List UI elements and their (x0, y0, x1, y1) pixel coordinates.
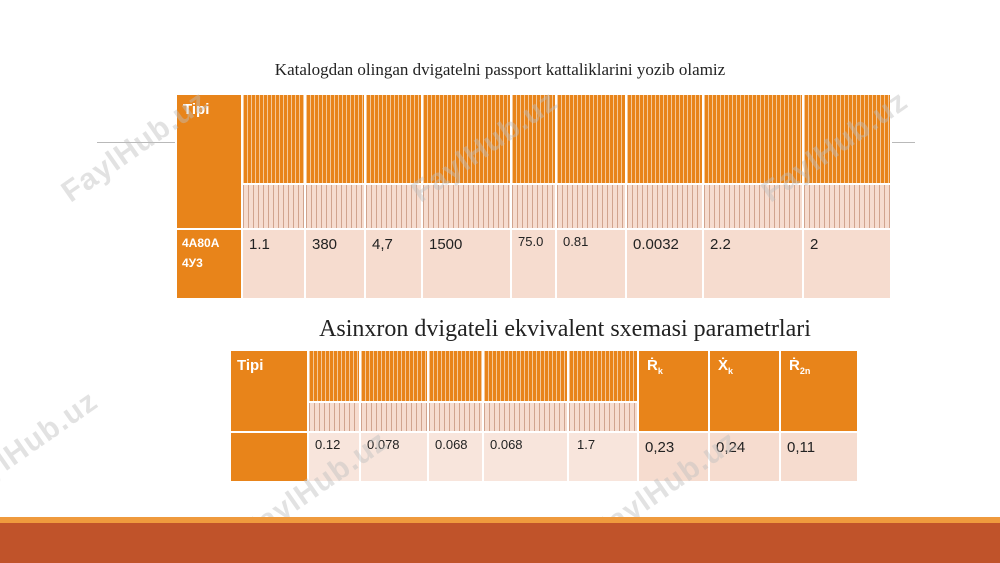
param-header-cell (567, 349, 639, 403)
tipi-header: Tipi (237, 357, 264, 374)
value-cell: 0,24 (708, 431, 781, 483)
value-cell: 0,11 (779, 431, 859, 483)
symbol-rk: Ṙk (647, 357, 663, 376)
equivalent-circuit-table: Tipi Ṙk Ẋk Ṙ2n 0.12 0.078 0.068 0.068 1.… (229, 349, 859, 483)
value-xk: 0,24 (716, 439, 746, 456)
param-subheader-cell (802, 183, 892, 230)
value-cell: 0.078 (359, 431, 429, 483)
symbol-xk: Ẋk (718, 357, 734, 376)
param-header-cell (241, 93, 306, 185)
value-cell: 1500 (421, 228, 512, 300)
value-power: 1.1 (249, 236, 270, 253)
param-header-cell (421, 93, 512, 185)
param-header-cell (304, 93, 366, 185)
param-subheader-cell (482, 401, 569, 433)
footer-accent-bar (0, 517, 1000, 523)
symbol-header-cell: Ṙ2n (779, 349, 859, 433)
value-cell: 75.0 (510, 228, 557, 300)
value-cell: 1.1 (241, 228, 306, 300)
value-ratio-2: 2 (810, 236, 819, 253)
param-subheader-cell (510, 183, 557, 230)
value-cos-phi: 0.81 (563, 234, 589, 249)
catalog-title: Katalogdan olingan dvigatelni passport k… (274, 60, 726, 79)
param-subheader-cell (304, 183, 366, 230)
value-ratio-1: 2.2 (710, 236, 731, 253)
divider-right (888, 142, 915, 143)
param-subheader-cell (555, 183, 627, 230)
param-header-cell (702, 93, 804, 185)
param-header-cell (307, 349, 361, 403)
param-header-cell (427, 349, 484, 403)
value-cell: 2.2 (702, 228, 804, 300)
param-subheader-cell (421, 183, 512, 230)
divider-left (97, 142, 177, 143)
tipi-header-cell: Tipi (229, 349, 309, 433)
value-cell: 0.81 (555, 228, 627, 300)
symbol-header-cell: Ẋk (708, 349, 781, 433)
value-x1: 0.078 (367, 437, 400, 452)
value-r2n: 0,11 (787, 439, 816, 456)
value-cell: 2 (802, 228, 892, 300)
value-cell: 0.12 (307, 431, 361, 483)
symbol-r2n: Ṙ2n (789, 357, 811, 376)
value-cell: 1.7 (567, 431, 639, 483)
param-header-cell (555, 93, 627, 185)
param-subheader-cell (364, 183, 423, 230)
param-subheader-cell (307, 401, 361, 433)
value-cell: 380 (304, 228, 366, 300)
motor-type-cell (229, 431, 309, 483)
value-r1: 0.12 (315, 437, 341, 452)
value-xm: 1.7 (577, 437, 596, 452)
value-cell: 0.068 (427, 431, 484, 483)
param-subheader-cell (567, 401, 639, 433)
param-header-cell (482, 349, 569, 403)
value-speed: 1500 (429, 236, 463, 253)
param-subheader-cell (241, 183, 306, 230)
value-cell: 0,23 (637, 431, 710, 483)
param-header-cell (802, 93, 892, 185)
param-subheader-cell (625, 183, 704, 230)
value-rk: 0,23 (645, 439, 675, 456)
footer-bar (0, 523, 1000, 563)
value-inertia: 0.0032 (633, 236, 679, 253)
param-subheader-cell (427, 401, 484, 433)
tipi-header-cell: Tipi (175, 93, 243, 230)
param-header-cell (625, 93, 704, 185)
value-cell: 0.068 (482, 431, 569, 483)
value-r2: 0.068 (435, 437, 468, 452)
param-header-cell (359, 349, 429, 403)
symbol-header-cell: Ṙk (637, 349, 710, 433)
passport-table: Tipi 4A80A 4У3 1.1 380 4,7 1500 75.0 0.8… (175, 93, 892, 300)
param-subheader-cell (359, 401, 429, 433)
param-subheader-cell (702, 183, 804, 230)
value-voltage: 380 (312, 236, 338, 253)
value-x2: 0.068 (490, 437, 523, 452)
value-cell: 4,7 (364, 228, 423, 300)
value-cell: 0.0032 (625, 228, 704, 300)
tipi-header: Tipi (183, 101, 210, 118)
value-efficiency: 75.0 (518, 234, 544, 249)
param-header-cell (510, 93, 557, 185)
motor-type: 4A80A 4У3 (182, 236, 219, 270)
equivalent-circuit-title: Asinxron dvigateli ekvivalent sxemasi pa… (319, 316, 811, 342)
value-current: 4,7 (372, 236, 393, 253)
watermark: FaylHub.uz (0, 384, 104, 509)
motor-type-cell: 4A80A 4У3 (175, 228, 243, 300)
param-header-cell (364, 93, 423, 185)
